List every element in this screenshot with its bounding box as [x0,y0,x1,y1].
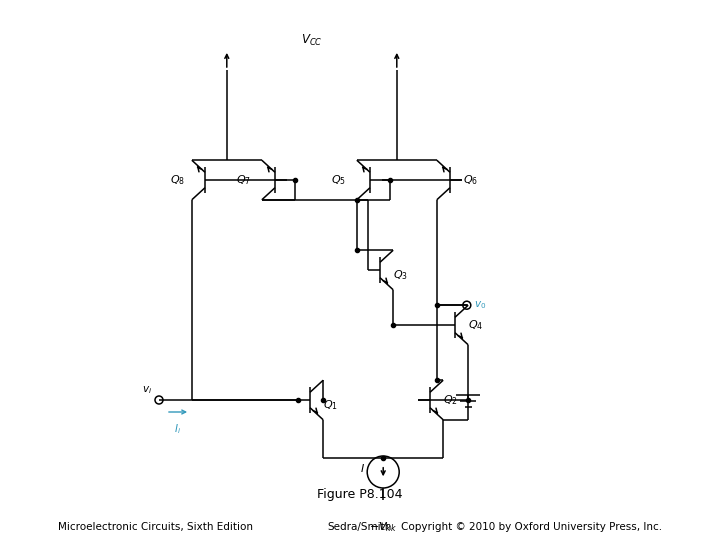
Text: $Q_1$: $Q_1$ [323,398,338,412]
Text: $Q_8$: $Q_8$ [170,173,185,187]
Text: $-V_{kk}$: $-V_{kk}$ [369,520,397,534]
Text: Copyright © 2010 by Oxford University Press, Inc.: Copyright © 2010 by Oxford University Pr… [401,522,662,532]
Text: $Q_7$: $Q_7$ [235,173,251,187]
Text: Microelectronic Circuits, Sixth Edition: Microelectronic Circuits, Sixth Edition [58,522,253,532]
Text: Figure P8.104: Figure P8.104 [318,488,402,501]
Text: $Q_2$: $Q_2$ [444,393,458,407]
Text: $Q_5$: $Q_5$ [330,173,346,187]
Text: $I$: $I$ [360,462,365,474]
Text: Sedra/Smith: Sedra/Smith [328,522,392,532]
Text: $Q_4$: $Q_4$ [468,318,484,332]
Text: $Q_3$: $Q_3$ [393,268,408,282]
Text: $Q_6$: $Q_6$ [463,173,478,187]
Text: $v_0$: $v_0$ [474,299,486,311]
Text: $I_i$: $I_i$ [174,422,181,436]
Text: $V_{CC}$: $V_{CC}$ [301,33,323,48]
Text: $v_i$: $v_i$ [142,384,152,396]
